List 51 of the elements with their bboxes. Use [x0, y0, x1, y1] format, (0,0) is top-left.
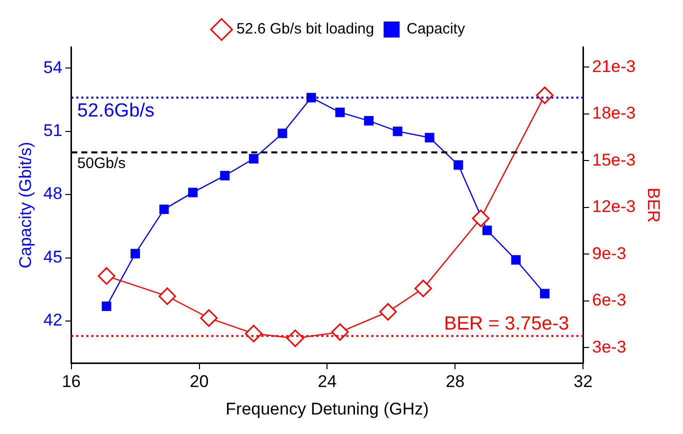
y2-tick-label: 12e-3 — [592, 197, 636, 216]
ref-line-label: 52.6Gb/s — [77, 100, 154, 122]
y2-tick-label: 15e-3 — [592, 150, 636, 170]
point — [286, 330, 304, 348]
point — [540, 288, 550, 298]
point — [482, 226, 492, 236]
y-tick-label: 54 — [43, 58, 62, 77]
y-axis-title: Capacity (Gbit/s) — [16, 142, 35, 268]
point — [306, 92, 316, 102]
legend-label: 52.6 Gb/s bit loading — [236, 20, 374, 38]
y-tick-label: 42 — [43, 310, 62, 330]
point — [278, 128, 288, 138]
point — [331, 323, 349, 341]
ref-line-label: 50Gb/s — [77, 155, 126, 172]
y2-tick-label: 3e-3 — [592, 337, 626, 356]
point — [424, 132, 434, 142]
x-tick-label: 24 — [318, 372, 337, 392]
y2-tick-label: 6e-3 — [592, 290, 626, 310]
point — [130, 248, 140, 258]
y2-tick-label: 9e-3 — [592, 244, 626, 263]
point — [98, 267, 116, 285]
ref-line-label: BER = 3.75e-3 — [444, 314, 570, 335]
point — [102, 302, 112, 312]
point — [158, 287, 176, 305]
x-tick-label: 16 — [62, 372, 81, 392]
point — [472, 210, 490, 228]
x-tick-label: 28 — [446, 372, 465, 392]
x-tick-label: 32 — [574, 372, 593, 392]
point — [364, 116, 374, 126]
legend-label: Capacity — [406, 20, 466, 38]
point — [220, 170, 230, 180]
y-tick-label: 48 — [43, 184, 62, 204]
x-axis-title: Frequency Detuning (GHz) — [226, 399, 429, 418]
y2-axis-title: BER — [644, 188, 664, 223]
point — [244, 324, 262, 342]
point — [454, 160, 464, 170]
point — [536, 86, 554, 104]
y2-tick-label: 21e-3 — [592, 56, 636, 76]
point — [511, 255, 521, 265]
point — [414, 280, 432, 298]
point — [248, 154, 258, 164]
point — [392, 126, 402, 136]
y-tick-label: 45 — [43, 247, 62, 266]
point — [379, 303, 397, 321]
point — [200, 309, 218, 327]
point — [159, 204, 169, 214]
y2-tick-label: 18e-3 — [592, 104, 636, 123]
y-tick-label: 51 — [43, 121, 62, 140]
x-tick-label: 20 — [190, 372, 209, 392]
point — [188, 188, 198, 198]
point — [335, 108, 345, 118]
